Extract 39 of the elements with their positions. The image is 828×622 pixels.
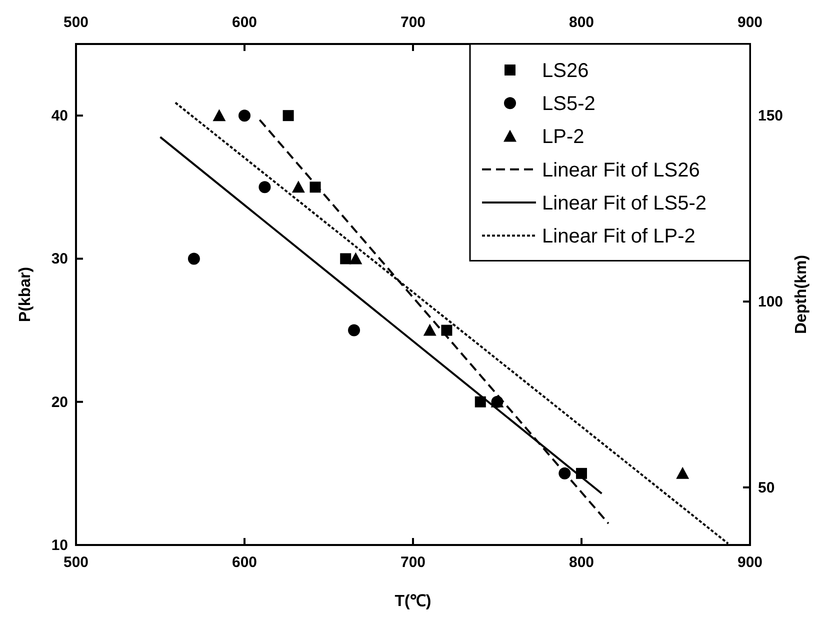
y2-tick-label: 50 — [758, 479, 775, 496]
x2-tick-label: 900 — [737, 14, 763, 31]
x2-tick-label: 500 — [63, 14, 89, 31]
point — [423, 324, 436, 336]
y2-axis-title: Depth(km) — [793, 254, 810, 334]
y-tick-label: 40 — [51, 108, 68, 125]
point — [238, 110, 250, 122]
point — [441, 324, 452, 336]
y-tick-label: 10 — [51, 537, 68, 554]
x-axis-title: T(℃) — [394, 593, 432, 610]
y-tick-label: 20 — [51, 394, 68, 411]
point — [212, 109, 226, 122]
legend-label: Linear Fit of LS26 — [542, 159, 700, 182]
point — [676, 466, 690, 479]
point — [292, 180, 305, 193]
point — [349, 252, 362, 264]
point — [258, 181, 271, 194]
x-tick-label: 900 — [737, 554, 763, 571]
x2-tick-label: 700 — [400, 14, 426, 31]
point — [282, 110, 294, 122]
x-tick-label: 500 — [63, 554, 89, 571]
y2-tick-label: 150 — [758, 108, 784, 125]
point — [474, 396, 486, 408]
y2-tick-label: 100 — [758, 294, 784, 311]
point — [188, 252, 200, 265]
x-tick-label: 600 — [232, 554, 258, 571]
legend-label: LP-2 — [542, 126, 584, 148]
legend-label: LS26 — [542, 60, 589, 82]
y-tick-label: 30 — [51, 250, 68, 268]
legend-label: Linear Fit of LP-2 — [542, 226, 696, 248]
x2-tick-label: 600 — [232, 14, 258, 31]
point — [340, 253, 352, 264]
y-axis-title: P(kbar) — [17, 266, 34, 322]
point — [348, 324, 360, 336]
x-tick-label: 700 — [400, 554, 426, 571]
x-tick-label: 800 — [568, 554, 594, 571]
legend-label: Linear Fit of LS5-2 — [542, 192, 707, 214]
x2-tick-label: 800 — [568, 14, 594, 31]
legend-label: LS5-2 — [542, 93, 596, 116]
